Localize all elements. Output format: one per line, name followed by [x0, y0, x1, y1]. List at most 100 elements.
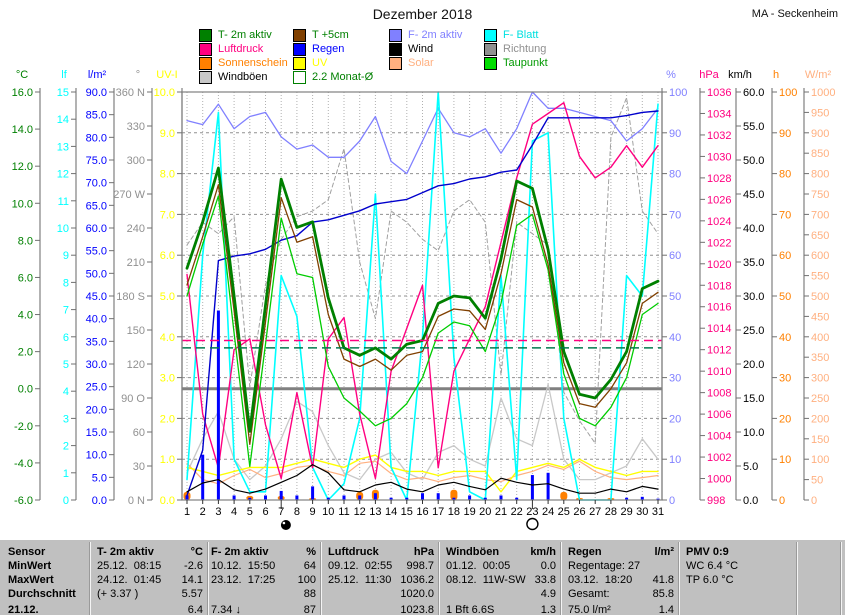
svg-text:4.0: 4.0 — [160, 332, 175, 344]
legend-item-sonnenschein: Sonnenschein — [199, 57, 288, 70]
day-label-31: 31 — [652, 506, 664, 518]
svg-text:0: 0 — [669, 495, 675, 507]
svg-text:1022: 1022 — [707, 237, 731, 249]
day-label-9: 9 — [310, 506, 316, 518]
svg-text:1000: 1000 — [811, 87, 835, 99]
svg-text:25.0: 25.0 — [86, 382, 107, 394]
cell-value: 64 — [303, 560, 316, 572]
row-label-minwert: MinWert — [8, 560, 52, 572]
svg-text:60: 60 — [133, 427, 145, 439]
svg-text:500: 500 — [811, 291, 829, 303]
col-header-regen: Regen — [568, 546, 602, 558]
day-label-14: 14 — [385, 506, 397, 518]
day-label-25: 25 — [558, 506, 570, 518]
svg-text:10: 10 — [57, 223, 69, 235]
svg-text:12: 12 — [57, 169, 69, 181]
cell-note: TP 6.0 °C — [686, 574, 734, 586]
svg-text:750: 750 — [811, 189, 829, 201]
svg-text:30: 30 — [669, 373, 681, 385]
row-label-durchschnitt: Durchschnitt — [8, 588, 76, 600]
svg-text:13: 13 — [57, 141, 69, 153]
axis-hpa: 1036 1034 1032 1030 1028 1026 1024 1022 1020 1018… — [699, 69, 731, 507]
svg-text:900: 900 — [811, 128, 829, 140]
day-label-8: 8 — [294, 506, 300, 518]
svg-text:200: 200 — [811, 413, 829, 425]
svg-text:-2.0: -2.0 — [14, 421, 33, 433]
svg-text:240: 240 — [127, 223, 145, 235]
svg-text:3.0: 3.0 — [160, 373, 175, 385]
legend-label: Taupunkt — [503, 57, 548, 69]
cell-value: 0.0 — [540, 560, 556, 572]
svg-text:50.0: 50.0 — [743, 155, 764, 167]
cell-value: 998.7 — [406, 560, 434, 572]
svg-text:2: 2 — [63, 441, 69, 453]
svg-text:90: 90 — [669, 128, 681, 140]
axis-unit-sun_h: h — [773, 69, 779, 81]
legend-item-luftdruck: Luftdruck — [199, 43, 263, 56]
svg-text:330: 330 — [127, 121, 145, 133]
svg-text:5.0: 5.0 — [92, 472, 107, 484]
day-label-2: 2 — [200, 506, 206, 518]
col-unit-t-2m-aktiv: °C — [190, 546, 203, 558]
weather-chart: 16.014.012.010.08.06.04.02.00.0-2.0-4.0-… — [12, 69, 835, 531]
legend-item-regen: Regen — [293, 43, 344, 56]
legend-item-richtung: Richtung — [484, 43, 546, 56]
table-separator — [840, 542, 842, 615]
day-label-11: 11 — [338, 506, 349, 518]
svg-text:950: 950 — [811, 107, 829, 119]
col-unit-luftdruck: hPa — [413, 546, 434, 558]
svg-text:0.0: 0.0 — [160, 495, 175, 507]
svg-text:1026: 1026 — [707, 194, 731, 206]
svg-text:70.0: 70.0 — [86, 178, 107, 190]
legend-item-f-2m-aktiv: F- 2m aktiv — [389, 29, 462, 42]
day-label-23: 23 — [526, 506, 538, 518]
richtung-swatch-icon — [484, 43, 497, 56]
cell-value: 85.8 — [652, 588, 674, 600]
svg-text:5.0: 5.0 — [160, 291, 175, 303]
svg-text:210: 210 — [127, 257, 145, 269]
col-unit-regen: l/m² — [654, 546, 674, 558]
axis-unit-hum: % — [666, 69, 676, 81]
table-separator — [678, 542, 680, 615]
svg-text:4.0: 4.0 — [18, 310, 33, 322]
day-label-30: 30 — [636, 506, 648, 518]
cell-value: 6.4 — [187, 604, 203, 615]
cell-value: 5.57 — [181, 588, 203, 600]
day-label-4: 4 — [231, 506, 237, 518]
cell-note: 75.0 l/m² — [568, 604, 611, 615]
svg-text:90 O: 90 O — [121, 393, 145, 405]
svg-text:9.0: 9.0 — [160, 128, 175, 140]
svg-text:-6.0: -6.0 — [14, 495, 33, 507]
legend-item-uv: UV — [293, 57, 327, 70]
svg-text:9: 9 — [63, 250, 69, 262]
row-label-sensor: Sensor — [8, 546, 46, 558]
svg-text:0: 0 — [63, 495, 69, 507]
svg-text:60: 60 — [779, 250, 791, 262]
legend-label: UV — [312, 57, 328, 69]
svg-text:6.0: 6.0 — [160, 250, 175, 262]
legend-item-taupunkt: Taupunkt — [484, 57, 548, 70]
svg-text:0.0: 0.0 — [743, 495, 758, 507]
svg-text:80: 80 — [669, 169, 681, 181]
axis-temp: 16.0 14.0 12.0 10.0 8.0 6.0 4.0 2.0 0.0 -2.0 -4.0 -… — [12, 69, 41, 507]
legend-label: Solar — [408, 57, 434, 69]
axis-wm2: 1000950900850800750700650600550500450400… — [803, 69, 835, 507]
cell-value: 100 — [297, 574, 316, 586]
series-luftdruck — [186, 101, 659, 480]
svg-text:50: 50 — [811, 475, 823, 487]
svg-text:90.0: 90.0 — [86, 87, 107, 99]
series-richtung — [186, 97, 659, 444]
x-axis: 1 2 3 4 5 6 7 8 9 10 11 12 13 14 15 16 17 18 19 20 21 22 23 24 2… — [184, 500, 664, 531]
new-moon-icon — [280, 520, 291, 530]
axis-unit-hpa: hPa — [699, 69, 719, 81]
day-label-27: 27 — [589, 506, 601, 518]
svg-text:998: 998 — [707, 495, 725, 507]
svg-text:60.0: 60.0 — [743, 87, 764, 99]
table-separator — [207, 542, 209, 615]
svg-text:80: 80 — [779, 169, 791, 181]
svg-text:60: 60 — [669, 250, 681, 262]
svg-text:250: 250 — [811, 393, 829, 405]
legend-label: Windböen — [218, 71, 268, 83]
